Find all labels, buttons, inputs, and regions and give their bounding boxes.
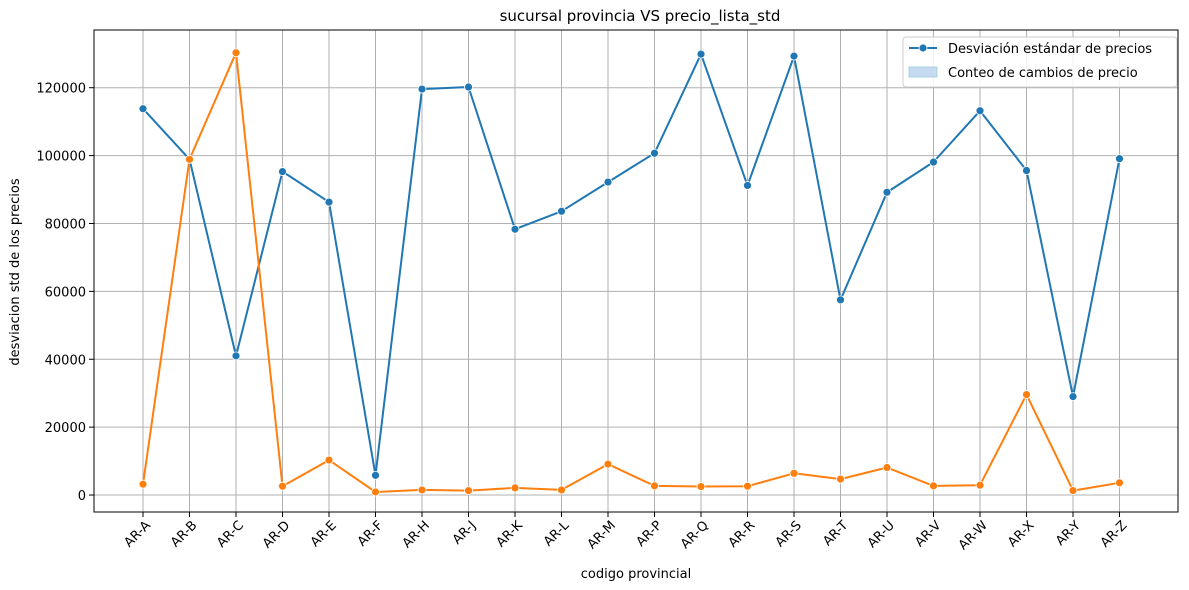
series-1-point	[138, 479, 148, 489]
y-tick-label: 100000	[36, 150, 86, 165]
series-1-point	[231, 48, 241, 58]
legend-label-std: Desviación estándar de precios	[948, 42, 1152, 57]
series-0-point	[929, 157, 938, 167]
y-tick-label: 40000	[45, 353, 86, 368]
series-1-point	[743, 481, 752, 491]
series-0-point	[371, 470, 380, 480]
series-1-point	[417, 485, 427, 495]
series-0-point	[696, 49, 706, 59]
x-axis-label: codigo provincial	[581, 567, 691, 582]
series-1-point	[324, 455, 334, 465]
y-tick-label: 60000	[45, 285, 86, 300]
series-0-point	[1115, 154, 1124, 164]
y-axis-label: desviacion std de los precios	[8, 178, 23, 366]
series-0	[138, 49, 1124, 480]
y-axis-ticks: 0 20000 40000 60000 80000 100000 120000	[36, 82, 94, 504]
series-1-point	[650, 481, 659, 491]
series-1-point	[510, 483, 520, 493]
series-0-point	[975, 106, 985, 116]
y-tick-label: 0	[78, 489, 86, 504]
legend-box	[902, 36, 1178, 88]
series-1-point	[557, 485, 566, 495]
chart-title: sucursal provincia VS precio_lista_std	[500, 7, 781, 26]
series-0-point	[278, 167, 287, 176]
legend-patch-swatch	[908, 66, 938, 78]
series-lines	[138, 48, 1124, 497]
series-1-point	[789, 468, 799, 478]
series-1-point	[929, 481, 938, 491]
series-1-point	[278, 481, 287, 491]
series-0-point	[789, 51, 799, 61]
series-0-point	[882, 187, 892, 197]
grid	[94, 30, 1178, 512]
series-1-point	[696, 482, 706, 491]
y-tick-label: 20000	[45, 421, 86, 436]
series-0-line	[142, 53, 1121, 477]
series-1-point	[836, 474, 845, 484]
series-0-point	[138, 104, 148, 114]
series-0-point	[1022, 166, 1031, 175]
series-1-point	[371, 487, 380, 497]
series-1-point	[1115, 478, 1124, 488]
series-1-point	[185, 154, 194, 164]
series-0-point	[743, 181, 752, 190]
y-tick-label: 120000	[36, 82, 86, 97]
legend: Desviación estándar de precios Conteo de…	[902, 36, 1178, 88]
series-0-point	[650, 148, 659, 158]
series-1	[138, 48, 1124, 497]
y-tick-label: 80000	[45, 217, 86, 232]
series-1-point	[464, 486, 473, 496]
series-0-point	[603, 177, 613, 187]
series-0-point	[1068, 392, 1078, 401]
series-0-point	[510, 224, 520, 234]
series-1-point	[603, 459, 613, 469]
series-0-point	[324, 197, 334, 207]
series-0-point	[417, 84, 427, 94]
series-1-point	[1068, 486, 1078, 496]
series-1-line	[142, 51, 1120, 493]
series-0-point	[231, 351, 241, 361]
legend-marker-swatch	[918, 43, 928, 53]
series-0-point	[464, 82, 473, 92]
series-1-point	[1022, 390, 1031, 399]
legend-label-count: Conteo de cambios de precio	[948, 66, 1138, 81]
series-1-point	[882, 463, 892, 472]
plot-frame	[93, 29, 1179, 513]
series-1-point	[975, 480, 985, 490]
series-0-point	[557, 206, 566, 216]
series-0-point	[836, 295, 845, 305]
